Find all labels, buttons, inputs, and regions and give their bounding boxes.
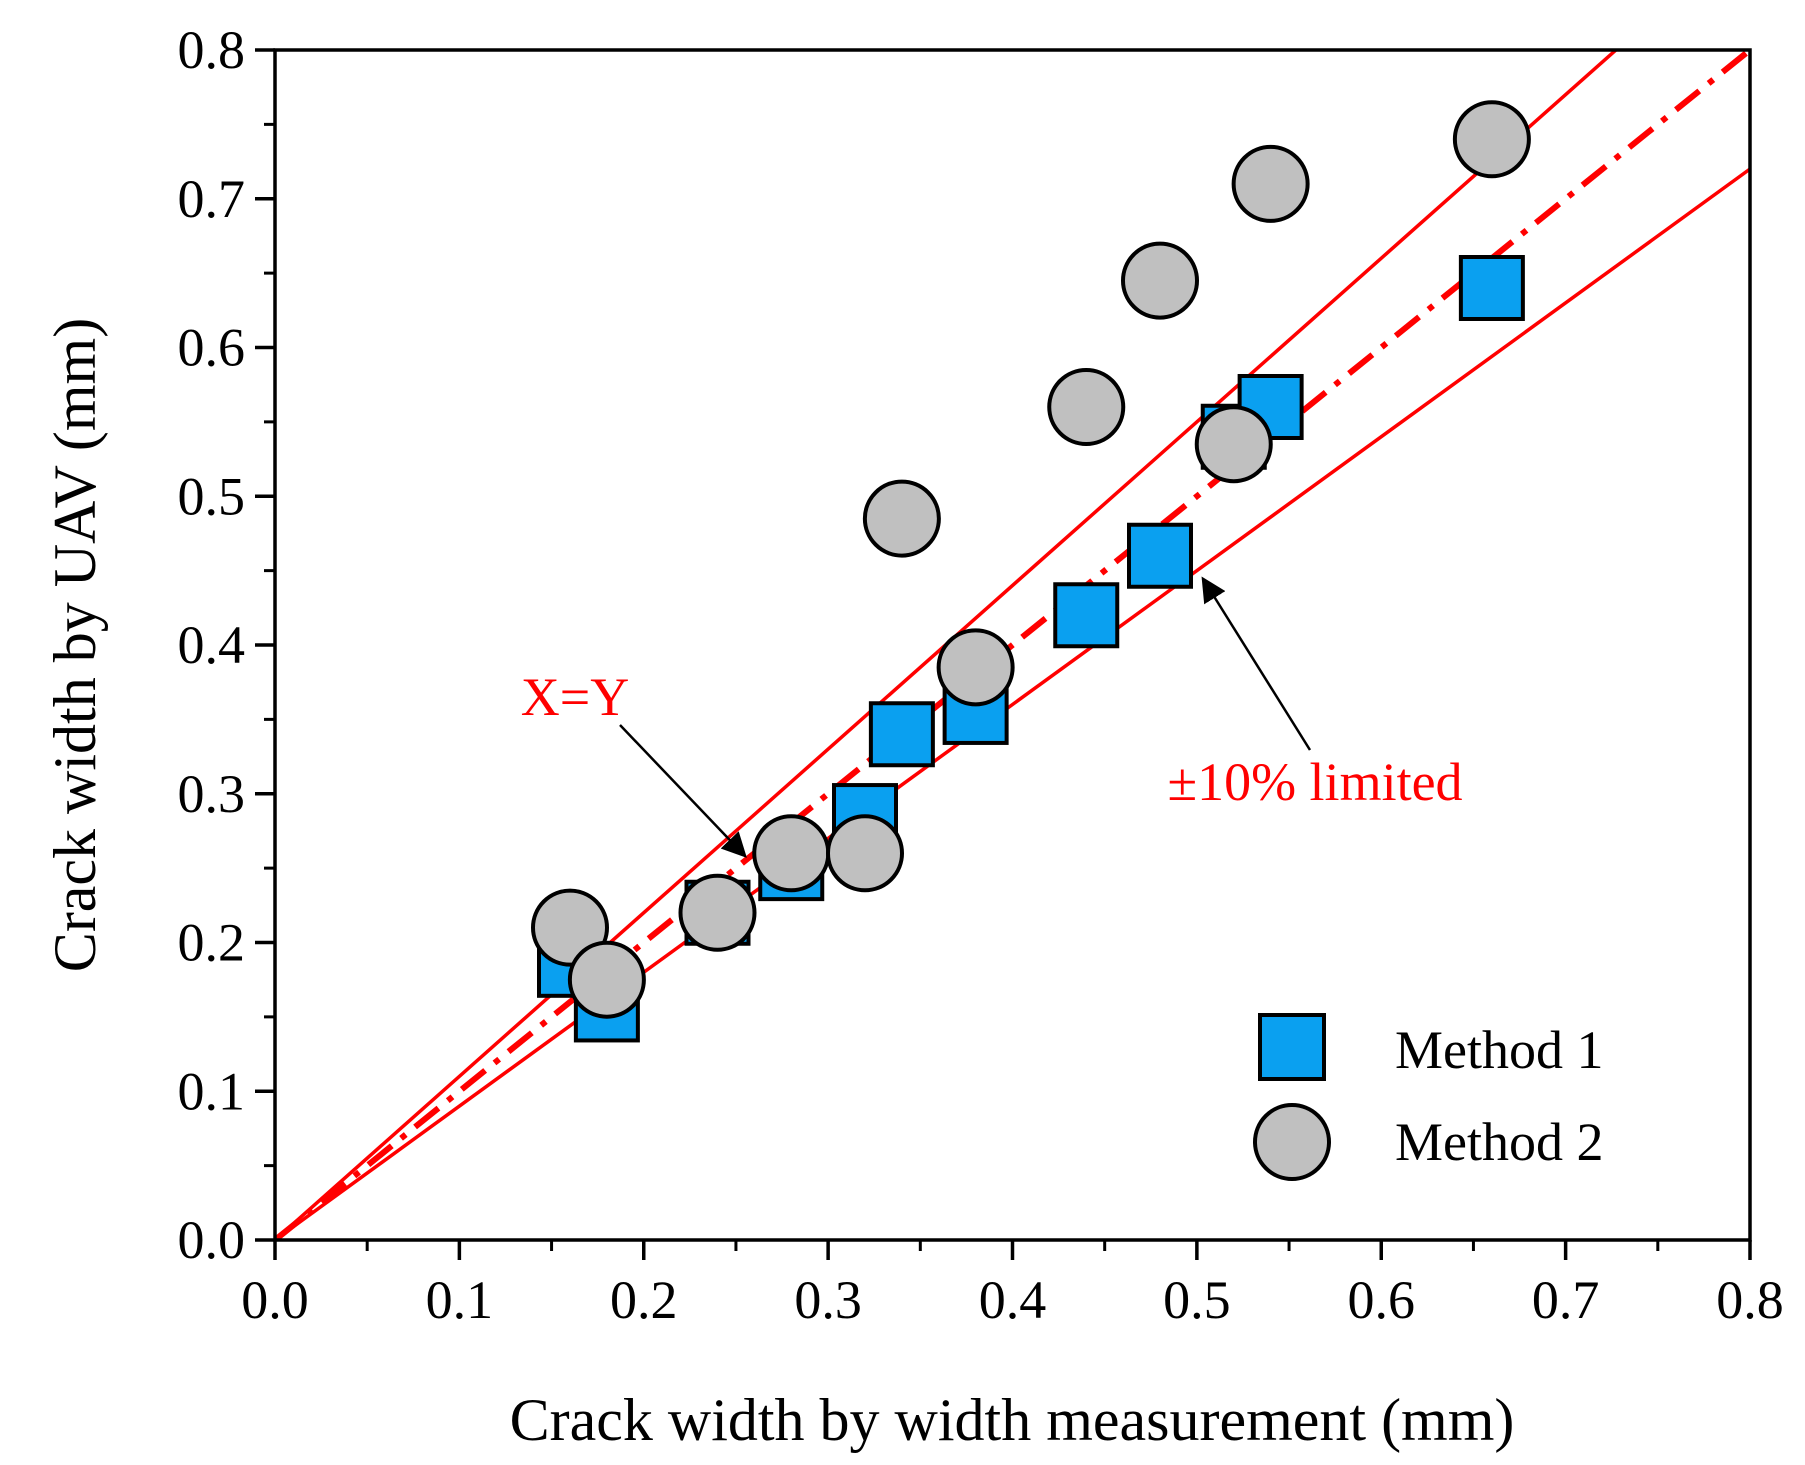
annotation-arrow-10pct: [1201, 576, 1312, 751]
method-2-point: [678, 873, 757, 952]
method-1-point: [1127, 522, 1193, 589]
method-2-point: [1121, 241, 1199, 320]
y-tick-label: 0.2: [178, 913, 246, 973]
x-tick-label: 0.0: [241, 1270, 309, 1330]
reference-line-minus-10pct: [275, 167, 1750, 1240]
x-tick-label: 0.5: [1163, 1270, 1231, 1330]
annotation-arrow-x-equals-y: [619, 724, 747, 858]
legend: Method 1 Method 2: [1253, 1013, 1604, 1181]
annotations: X=Y ±10% limited: [521, 576, 1463, 858]
x-tick-label: 0.1: [426, 1270, 494, 1330]
legend-marker-method-2: [1253, 1103, 1331, 1181]
legend-marker-method-1: [1258, 1013, 1326, 1081]
x-tick-label: 0.2: [610, 1270, 678, 1330]
method-2-point: [1194, 405, 1273, 484]
annotation-x-equals-y: X=Y: [521, 667, 629, 727]
x-tick-label: 0.6: [1348, 1270, 1416, 1330]
x-tick-label: 0.8: [1716, 1270, 1784, 1330]
x-axis-title: Crack width by width measurement (mm): [510, 1387, 1515, 1453]
series-method-2: [531, 100, 1531, 1019]
y-tick-label: 0.1: [178, 1061, 246, 1121]
y-tick-label: 0.8: [178, 20, 246, 80]
axes: 0.0 0.1 0.2 0.3 0.4 0.5 0.6 0.7 0.8 0.0 0.1 0.2 0.3 0…: [178, 20, 1784, 1330]
method-1-point: [868, 701, 935, 768]
y-tick-label: 0.4: [178, 615, 246, 675]
method-2-point: [752, 814, 831, 893]
x-tick-label: 0.3: [794, 1270, 862, 1330]
method-1-point: [1053, 582, 1120, 649]
method-1-point: [1458, 255, 1525, 321]
method-2-point: [1047, 368, 1126, 446]
data-series: [531, 100, 1531, 1043]
legend-label-method-2: Method 2: [1395, 1112, 1604, 1172]
y-tick-label: 0.5: [178, 466, 246, 526]
legend-label-method-1: Method 1: [1395, 1020, 1604, 1080]
method-2-point: [826, 814, 904, 893]
y-tick-label: 0.3: [178, 764, 246, 824]
annotation-10pct-limited: ±10% limited: [1167, 752, 1462, 812]
method-2-point: [1452, 100, 1531, 179]
x-tick-label: 0.7: [1532, 1270, 1600, 1330]
y-axis-title: Crack width by UAV (mm): [42, 318, 108, 972]
method-2-point: [936, 628, 1015, 707]
y-tick-label: 0.0: [178, 1210, 246, 1270]
method-2-point: [1231, 144, 1310, 223]
y-tick-label: 0.6: [178, 318, 246, 378]
reference-line-x-equals-y: [275, 50, 1750, 1240]
method-2-point: [862, 479, 941, 558]
x-tick-label: 0.4: [979, 1270, 1047, 1330]
y-tick-label: 0.7: [178, 169, 246, 229]
method-2-point: [567, 940, 646, 1019]
